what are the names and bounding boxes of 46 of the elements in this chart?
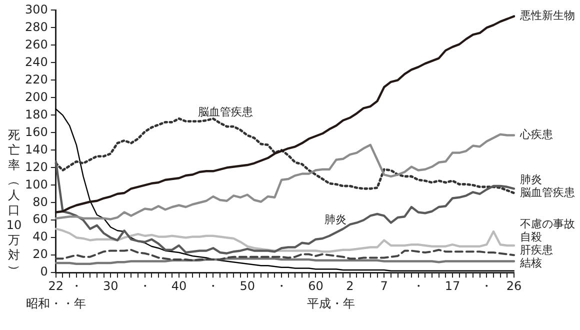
x-tick-label: 7 — [380, 278, 388, 293]
series-label: 自殺 — [520, 230, 542, 244]
x-tick-label: 50 — [240, 278, 255, 293]
y-tick-label: 100 — [25, 177, 48, 192]
y-tick-label: 0 — [40, 264, 48, 279]
y-tick-label: 120 — [25, 160, 48, 174]
y-tick-label: 140 — [25, 142, 48, 156]
x-tick-label: 2 — [346, 278, 354, 293]
series-label: 不慮の事故 — [520, 217, 575, 230]
x-tick-label: ・ — [480, 278, 493, 293]
x-tick-label: 40 — [171, 278, 187, 293]
series-label: 肺炎 — [520, 172, 542, 186]
y-tick-label: 40 — [32, 230, 48, 244]
x-tick-label: 22 — [48, 278, 64, 293]
y-tick-label: 260 — [25, 37, 48, 52]
x-tick-label: ・ — [138, 278, 151, 293]
x-tick-label: ・ — [70, 278, 82, 293]
y-tick-label: 180 — [25, 107, 48, 122]
x-tick-label: 30 — [102, 278, 118, 293]
series-label: 肝疾患 — [520, 243, 553, 256]
line-series — [54, 248, 515, 262]
y-tick-label: 200 — [25, 90, 48, 104]
series-label: 心疾患 — [519, 128, 553, 142]
x-tick-label: 26 — [506, 278, 522, 293]
annotation: 肺炎 — [324, 212, 346, 226]
y-tick-label: 60 — [32, 212, 48, 226]
y-tick-label: 160 — [25, 124, 48, 139]
x-tick-label: 60 — [308, 278, 324, 293]
text: 死亡率（人口10万対） — [6, 128, 22, 276]
series-label: 脳血管疾患 — [520, 186, 575, 199]
x-axis-title: 昭和・・年 — [26, 296, 86, 311]
x-tick-label: ・ — [412, 278, 424, 293]
y-tick-label: 20 — [32, 247, 48, 262]
y-tick-label: 80 — [32, 194, 48, 209]
x-tick-label: ・ — [207, 278, 220, 293]
y-tick-label: 300 — [25, 2, 48, 16]
annotation: 脳血管疾患 — [198, 105, 253, 118]
x-tick-label: ・ — [276, 278, 288, 293]
text: 平成・年 — [306, 296, 355, 311]
series-label: 結核 — [519, 256, 542, 270]
series-label: 悪性新生物 — [519, 9, 575, 22]
x-tick-label: 17 — [444, 278, 460, 293]
line-series — [54, 117, 516, 194]
y-tick-label: 220 — [25, 72, 48, 86]
y-tick-label: 240 — [25, 54, 48, 69]
y-tick-label: 280 — [25, 20, 48, 34]
